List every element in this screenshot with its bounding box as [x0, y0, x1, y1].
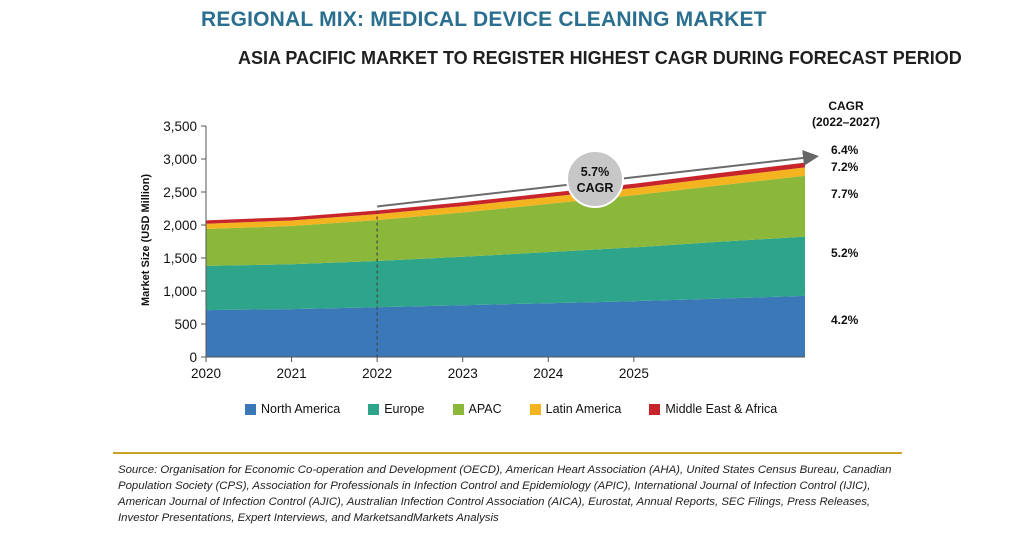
area-north-america [206, 295, 805, 357]
y-tick-label: 3,000 [163, 152, 197, 167]
cagr-label-apac: 7.7% [831, 187, 859, 201]
area-latin-america [206, 167, 805, 229]
legend-label: Middle East & Africa [665, 402, 778, 416]
cagr-callout-circle [566, 150, 624, 208]
cagr-label-latin-america: 7.2% [831, 160, 859, 174]
legend-swatch [452, 403, 464, 415]
legend-item: APAC [452, 402, 502, 416]
x-tick-label: 2023 [448, 366, 478, 381]
legend-label: North America [261, 402, 341, 416]
legend-label: Europe [384, 402, 425, 416]
x-tick-label: 2024 [533, 366, 564, 381]
legend-item: Latin America [529, 402, 622, 416]
cagr-callout-label: CAGR [577, 181, 614, 195]
divider [113, 452, 902, 454]
y-tick-label: 1,500 [163, 251, 197, 266]
chart-subtitle: ASIA PACIFIC MARKET TO REGISTER HIGHEST … [238, 48, 962, 68]
legend-item: North America [245, 402, 340, 416]
cagr-header-line1: CAGR [828, 99, 864, 113]
chart-areas [206, 162, 805, 357]
y-tick-label: 500 [174, 317, 197, 332]
cagr-header: CAGR (2022–2027) [806, 98, 886, 130]
cagr-header-line2: (2022–2027) [811, 115, 881, 129]
area-europe [206, 236, 805, 311]
legend-swatch [529, 403, 541, 415]
y-tick-label: 1,000 [163, 284, 197, 299]
source-note: Source: Organisation for Economic Co-ope… [118, 464, 892, 524]
legend-label: Latin America [545, 402, 622, 416]
x-tick-label: 2021 [277, 366, 307, 381]
chart-overlay: 5.7% CAGR [376, 150, 819, 357]
cagr-label-europe: 5.2% [831, 246, 859, 260]
y-tick-label: 3,500 [163, 119, 197, 134]
x-tick-label: 2022 [362, 366, 392, 381]
area-apac [206, 175, 805, 266]
y-tick-label: 0 [189, 350, 197, 365]
chart-axes: 0 500 1,000 1,500 2,000 2,500 3,000 3,500 2020 20… [163, 119, 805, 381]
legend-item: Europe [368, 402, 425, 416]
cagr-callout-value: 5.7% [581, 165, 610, 179]
chart-legend: North America Europe APAC Latin America Midd… [245, 402, 777, 416]
chart-title: REGIONAL MIX: MEDICAL DEVICE CLEANING MA… [201, 8, 767, 31]
legend-item: Middle East & Africa [649, 402, 777, 416]
legend-swatch [368, 403, 380, 415]
y-tick-label: 2,000 [163, 218, 197, 233]
legend-swatch [245, 403, 256, 415]
x-tick-label: 2025 [619, 366, 649, 381]
cagr-label-north-america: 4.2% [831, 313, 859, 327]
cagr-label-middle-east-africa: 6.4% [831, 143, 859, 157]
y-tick-label: 2,500 [163, 185, 197, 200]
chart-labels: 4.2% 5.2% 7.7% 7.2% 6.4% [831, 143, 859, 327]
legend-label: APAC [468, 402, 502, 416]
stacked-area-chart: 0 500 1,000 1,500 2,000 2,500 3,000 3,500 2020 20… [163, 119, 859, 381]
legend-swatch [649, 403, 661, 415]
x-tick-label: 2020 [191, 366, 221, 381]
